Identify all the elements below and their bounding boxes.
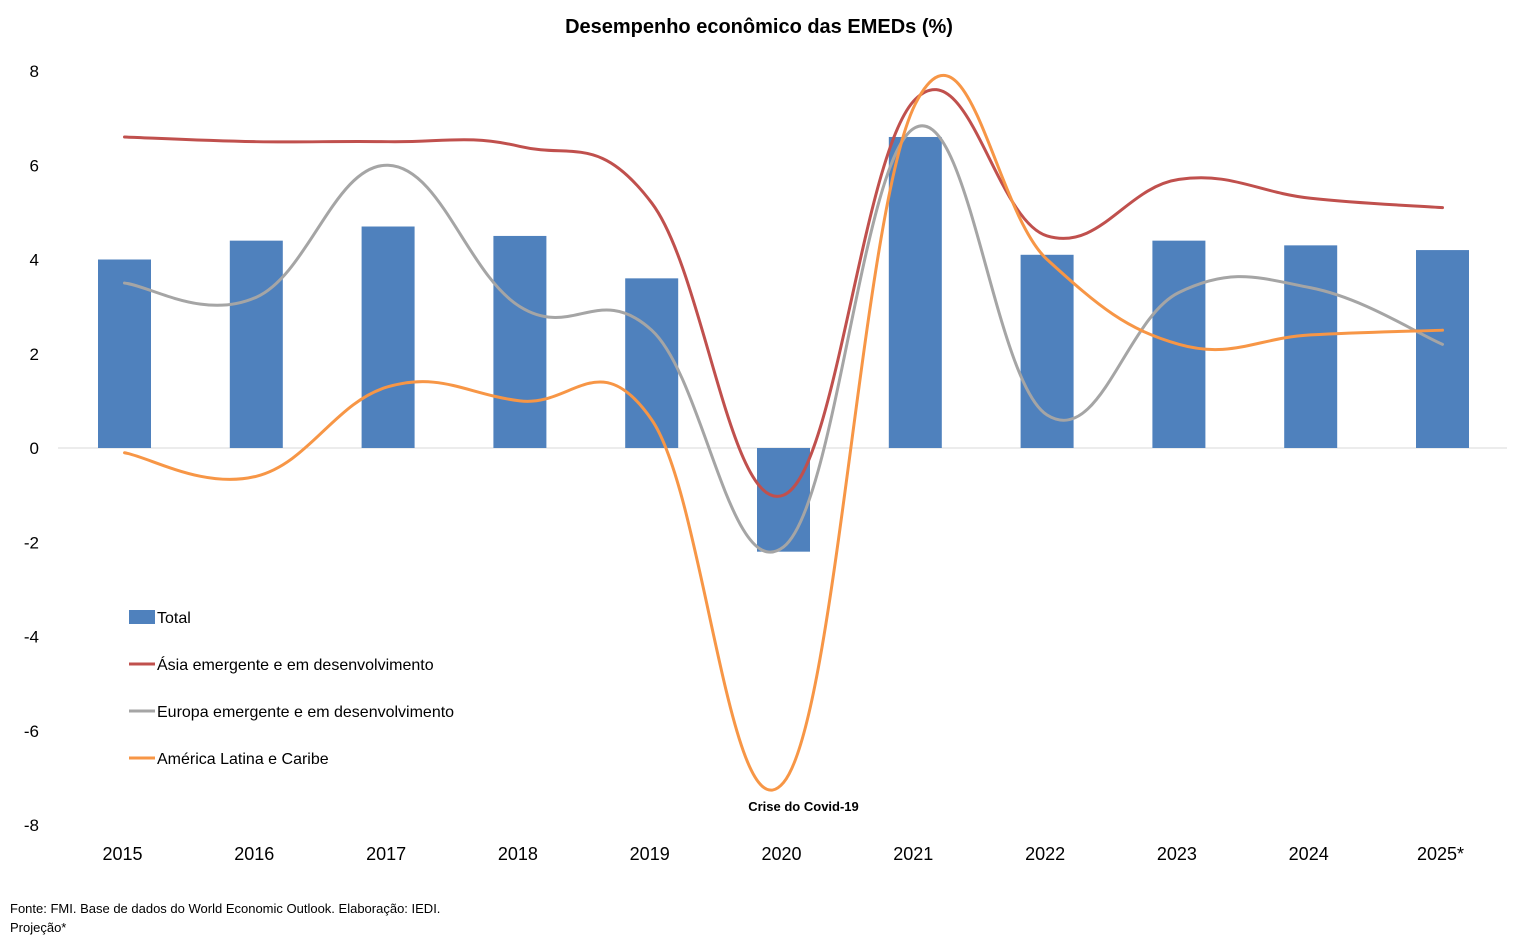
y-tick-label: -4 — [24, 628, 39, 647]
x-tick-label: 2021 — [893, 844, 933, 864]
x-tick-label: 2023 — [1157, 844, 1197, 864]
bar-total-2020 — [757, 448, 810, 552]
y-tick-label: -8 — [24, 816, 39, 835]
y-tick-label: 2 — [30, 345, 39, 364]
x-tick-label: 2015 — [102, 844, 142, 864]
bar-series — [98, 136, 1469, 552]
legend-item-europe: Europa emergente e em desenvolvimento — [129, 704, 454, 721]
legend: Total Ásia emergente e em desenvolvimento… — [129, 610, 454, 768]
bar-total-2018 — [493, 235, 547, 448]
legend-label: Ásia emergente e em desenvolvimento — [157, 655, 434, 674]
annotation-label: Crise do Covid-19 — [748, 799, 859, 814]
latam-line — [123, 73, 1444, 792]
y-axis-ticks: 8 6 4 2 0 -2 -4 -6 -8 — [24, 62, 39, 835]
x-tick-label: 2016 — [234, 844, 274, 864]
legend-item-asia: Ásia emergente e em desenvolvimento — [129, 655, 434, 674]
europe-line — [123, 124, 1444, 554]
chart-title: Desempenho econômico das EMEDs (%) — [565, 16, 953, 38]
asia-line — [123, 88, 1444, 498]
bar-total-2015 — [98, 259, 151, 448]
bar-total-2025* — [1416, 250, 1469, 448]
legend-item-total: Total — [129, 610, 191, 627]
legend-item-latam: América Latina e Caribe — [129, 751, 329, 768]
bar-total-2021 — [888, 136, 942, 448]
x-tick-label: 2019 — [630, 844, 670, 864]
bar-total-2016 — [229, 240, 283, 448]
y-tick-label: -6 — [24, 722, 39, 741]
projection-note: Projeção* — [10, 920, 67, 935]
x-tick-label: 2025* — [1417, 844, 1464, 864]
y-tick-label: 8 — [30, 62, 39, 81]
x-tick-label: 2024 — [1289, 844, 1329, 864]
line-series — [123, 73, 1444, 792]
x-tick-label: 2017 — [366, 844, 406, 864]
legend-label: Europa emergente e em desenvolvimento — [157, 704, 454, 721]
legend-label: Total — [157, 610, 191, 627]
legend-swatch — [129, 610, 155, 624]
x-axis-ticks: 2015 2016 2017 2018 2019 2020 2021 2022 2023 2024… — [102, 844, 1464, 864]
bar-total-2017 — [361, 226, 415, 448]
bar-total-2019 — [625, 278, 679, 448]
y-tick-label: 0 — [30, 439, 39, 458]
source-note: Fonte: FMI. Base de dados do World Econo… — [10, 901, 441, 916]
x-tick-label: 2022 — [1025, 844, 1065, 864]
x-tick-label: 2020 — [761, 844, 801, 864]
annotations: Crise do Covid-19 — [748, 799, 859, 814]
y-tick-label: 6 — [30, 156, 39, 175]
legend-label: América Latina e Caribe — [157, 751, 329, 768]
bar-total-2024 — [1284, 245, 1338, 448]
y-tick-label: -2 — [24, 533, 39, 552]
x-tick-label: 2018 — [498, 844, 538, 864]
y-tick-label: 4 — [30, 251, 39, 270]
